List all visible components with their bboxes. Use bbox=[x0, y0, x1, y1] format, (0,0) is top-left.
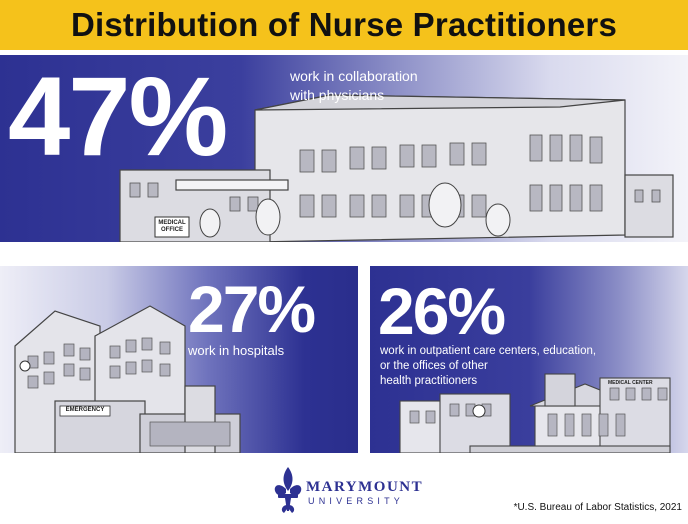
stat-description-physicians: work in collaboration with physicians bbox=[290, 67, 418, 105]
stat-panel-physicians: 47% work in collaboration with physician… bbox=[0, 55, 688, 242]
stat-description-line: with physicians bbox=[290, 86, 385, 103]
logo-subtitle: UNIVERSITY bbox=[308, 496, 405, 506]
stat-description-hospitals: work in hospitals bbox=[188, 343, 285, 358]
stat-panel-outpatient: 26% work in outpatient care centers, edu… bbox=[370, 266, 688, 453]
stat-panel-hospitals: 27% work in hospitals EMERGENCY bbox=[0, 266, 358, 453]
logo-name: MARYMOUNT bbox=[306, 479, 424, 495]
emergency-sign: EMERGENCY bbox=[65, 407, 105, 413]
stat-description-line: work in outpatient care centers, educati… bbox=[380, 345, 597, 357]
fleur-de-lis-icon bbox=[274, 467, 302, 513]
stat-percent-outpatient: 26% bbox=[378, 274, 506, 348]
hospital-building-illustration bbox=[14, 305, 241, 453]
stat-percent-hospitals: 27% bbox=[188, 272, 316, 346]
medical-center-sign: MEDICAL CENTER bbox=[608, 380, 653, 386]
outpatient-center-illustration bbox=[399, 373, 671, 453]
page-title: Distribution of Nurse Practitioners bbox=[70, 6, 618, 43]
stat-description-line: health practitioners bbox=[380, 374, 478, 387]
marymount-logo: MARYMOUNT UNIVERSITY bbox=[270, 463, 430, 517]
stat-percent-physicians: 47% bbox=[8, 55, 228, 179]
stat-description-line: or the offices of other bbox=[380, 359, 488, 372]
medical-office-sign: MEDICAL OFFICE bbox=[158, 220, 186, 233]
stat-description-line: work in collaboration bbox=[290, 68, 418, 84]
stat-description-outpatient: work in outpatient care centers, educati… bbox=[380, 344, 596, 389]
medical-office-building-illustration bbox=[119, 94, 674, 242]
title-bar: Distribution of Nurse Practitioners bbox=[0, 0, 688, 50]
source-citation: *U.S. Bureau of Labor Statistics, 2021 bbox=[513, 502, 682, 513]
